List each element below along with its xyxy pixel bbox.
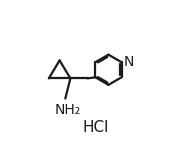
Text: HCl: HCl xyxy=(82,120,109,135)
Text: N: N xyxy=(123,55,134,69)
Text: NH₂: NH₂ xyxy=(54,103,81,117)
